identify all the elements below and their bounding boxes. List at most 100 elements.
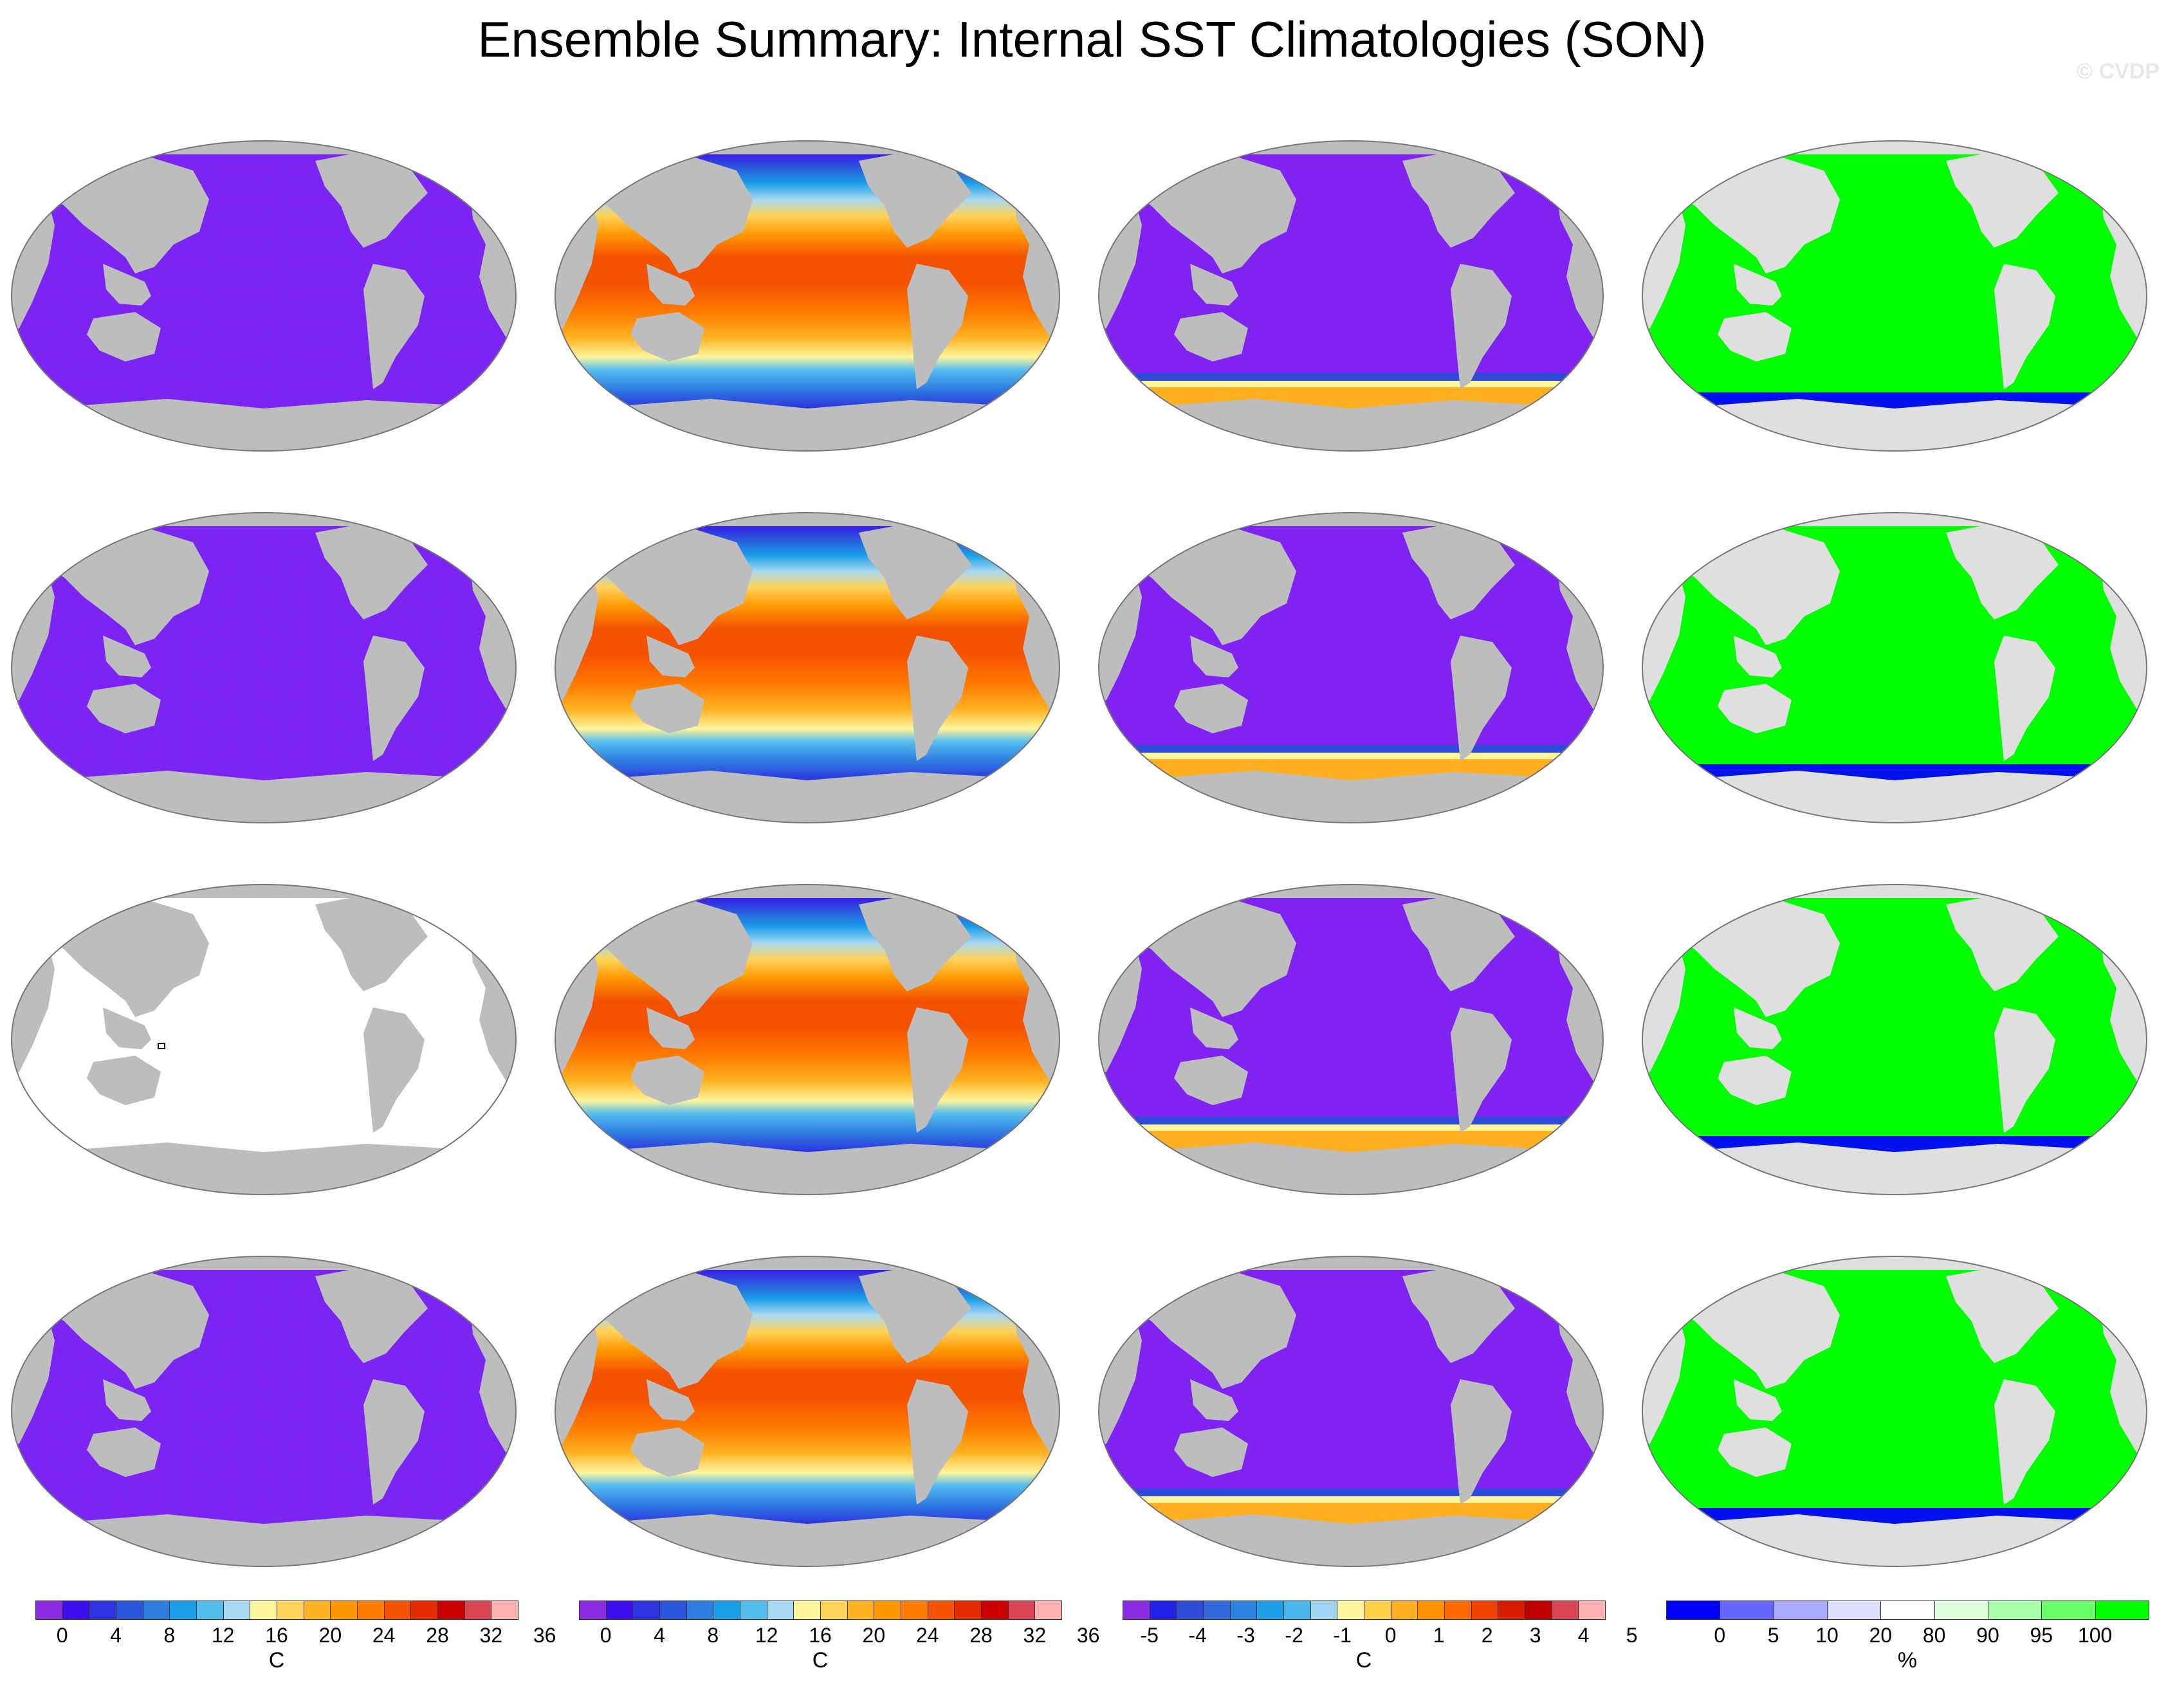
colorbar-box bbox=[1720, 1601, 1774, 1620]
constant-field-label bbox=[158, 1043, 165, 1049]
colorbar-tick-label: 20 bbox=[1869, 1624, 1893, 1647]
map-border bbox=[555, 512, 1060, 823]
colorbar-tick-label: 95 bbox=[2030, 1624, 2053, 1647]
colorbar-box bbox=[874, 1601, 901, 1620]
map-border bbox=[1098, 1256, 1604, 1567]
colorbar-box bbox=[437, 1601, 465, 1620]
colorbar-box bbox=[632, 1601, 660, 1620]
colorbar-tick-label: 8 bbox=[163, 1624, 176, 1647]
colorbar-tick-label: 4 bbox=[110, 1624, 122, 1647]
colorbar-tick-label: 20 bbox=[862, 1624, 886, 1647]
colorbar-box bbox=[1934, 1601, 1988, 1620]
colorbar-box bbox=[1034, 1601, 1062, 1620]
colorbar-box bbox=[927, 1601, 955, 1620]
rank-map bbox=[1642, 884, 2147, 1195]
colorbar-box bbox=[196, 1601, 224, 1620]
colorbar-tick-label: -3 bbox=[1236, 1624, 1255, 1647]
diff-panel-row-2 bbox=[1087, 475, 1615, 835]
colorbar-box bbox=[579, 1601, 607, 1620]
colorbar-box bbox=[116, 1601, 143, 1620]
colorbar-tick-label: -2 bbox=[1285, 1624, 1303, 1647]
colorbar-box bbox=[1123, 1601, 1150, 1620]
colorbar-tick-label: 80 bbox=[1922, 1624, 1946, 1647]
colorbar-box bbox=[410, 1601, 438, 1620]
colorbar-tick-label: 32 bbox=[479, 1624, 503, 1647]
colorbar-tick-label: 0 bbox=[1714, 1624, 1726, 1647]
colorbar-1: 0 4 8 12 16 20 24 28 32 36 C bbox=[35, 1601, 556, 1684]
rank-panel-row-4 bbox=[1631, 1218, 2158, 1579]
model-map bbox=[11, 1256, 517, 1567]
rank-map bbox=[1642, 512, 2147, 823]
colorbar-tick-label: 90 bbox=[1976, 1624, 1999, 1647]
map-border bbox=[1642, 884, 2147, 1195]
map-border bbox=[1642, 140, 2147, 452]
model-map bbox=[11, 140, 517, 452]
colorbar-box bbox=[1283, 1601, 1311, 1620]
obs-map bbox=[555, 884, 1060, 1195]
map-border bbox=[1642, 1256, 2147, 1567]
colorbar-box bbox=[1149, 1601, 1177, 1620]
colorbar-box bbox=[383, 1601, 412, 1620]
colorbar-box bbox=[1578, 1601, 1606, 1620]
colorbar-tick-label: 10 bbox=[1815, 1624, 1839, 1647]
colorbar-box bbox=[686, 1601, 714, 1620]
colorbar-tick-label: 16 bbox=[809, 1624, 832, 1647]
colorbar-box bbox=[605, 1601, 634, 1620]
colorbar-tick-label: 16 bbox=[265, 1624, 288, 1647]
colorbar-unit: % bbox=[1897, 1648, 1918, 1673]
model-panel-row-1 bbox=[0, 103, 528, 463]
rank-map bbox=[1642, 140, 2147, 452]
colorbar-tick-label: 5 bbox=[1767, 1624, 1779, 1647]
colorbar-box bbox=[89, 1601, 116, 1620]
colorbar-box bbox=[981, 1601, 1009, 1620]
colorbar-box bbox=[793, 1601, 821, 1620]
colorbar-box bbox=[954, 1601, 982, 1620]
colorbar-box bbox=[1256, 1601, 1284, 1620]
colorbar-tick-label: 4 bbox=[654, 1624, 665, 1647]
colorbar-tick-label: 3 bbox=[1529, 1624, 1541, 1647]
colorbar-tick-label: 24 bbox=[372, 1624, 396, 1647]
colorbar-tick-label: 8 bbox=[707, 1624, 719, 1647]
map-border bbox=[1098, 140, 1604, 452]
colorbar-box bbox=[901, 1601, 928, 1620]
colorbar-box bbox=[1176, 1601, 1204, 1620]
colorbar-box bbox=[277, 1601, 304, 1620]
model-panel-row-4 bbox=[0, 1218, 528, 1579]
map-border bbox=[1642, 512, 2147, 823]
colorbar-box bbox=[1007, 1601, 1036, 1620]
map-border bbox=[11, 512, 517, 823]
rank-panel-row-2 bbox=[1631, 475, 2158, 835]
colorbar-box bbox=[491, 1601, 518, 1620]
diff-panel-row-4 bbox=[1087, 1218, 1615, 1579]
figure-title: Ensemble Summary: Internal SST Climatolo… bbox=[477, 11, 1707, 68]
colorbar-box bbox=[169, 1601, 197, 1620]
map-border bbox=[555, 884, 1060, 1195]
colorbar-box bbox=[1203, 1601, 1231, 1620]
map-border bbox=[11, 140, 517, 452]
colorbar-box bbox=[1229, 1601, 1258, 1620]
diff-southern-band-blue bbox=[1099, 1489, 1603, 1496]
colorbar-box bbox=[713, 1601, 740, 1620]
colorbar-tick-label: 28 bbox=[969, 1624, 993, 1647]
colorbar-box bbox=[1525, 1601, 1552, 1620]
colorbar-tick-label: 12 bbox=[755, 1624, 778, 1647]
colorbar-4: 0 5 10 20 80 90 95 100% bbox=[1666, 1601, 2155, 1684]
obs-panel-row-4 bbox=[544, 1218, 1071, 1579]
model-map bbox=[11, 884, 517, 1195]
colorbar-box bbox=[766, 1601, 794, 1620]
colorbar-unit: C bbox=[812, 1648, 829, 1673]
colorbar-box bbox=[62, 1601, 90, 1620]
obs-panel-row-1 bbox=[544, 103, 1071, 463]
colorbar-tick-label: -1 bbox=[1333, 1624, 1352, 1647]
colorbar-3: -5 -4 -3 -2 -1 0 1 2 3 4 5 C bbox=[1123, 1601, 1638, 1684]
colorbar-tick-label: 0 bbox=[600, 1624, 612, 1647]
colorbar-box bbox=[357, 1601, 385, 1620]
cvdp-watermark: © CVDP bbox=[2077, 59, 2160, 84]
colorbar-unit: C bbox=[1355, 1648, 1372, 1673]
diff-southern-band-yellow bbox=[1099, 1496, 1603, 1503]
colorbar-box bbox=[330, 1601, 358, 1620]
diff-map bbox=[1098, 1256, 1604, 1567]
obs-map bbox=[555, 140, 1060, 452]
colorbar-tick-label: -5 bbox=[1140, 1624, 1159, 1647]
diff-southern-band-blue bbox=[1099, 745, 1603, 753]
